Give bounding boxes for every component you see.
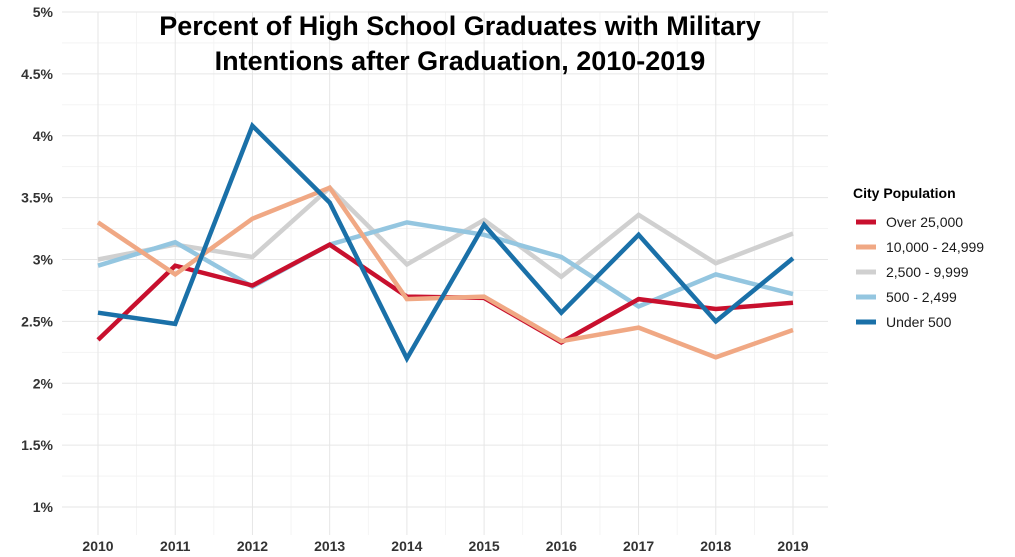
chart-title-line-2: Intentions after Graduation, 2010-2019 <box>215 46 706 76</box>
y-tick-label: 3% <box>33 252 54 268</box>
y-tick-label: 5% <box>33 4 54 20</box>
legend-label-under-500: Under 500 <box>886 314 952 330</box>
y-tick-label: 1.5% <box>21 437 53 453</box>
x-tick-label: 2015 <box>469 538 500 554</box>
y-tick-label: 4.5% <box>21 66 53 82</box>
x-tick-label: 2010 <box>82 538 113 554</box>
series-line-500-2-499 <box>97 220 794 310</box>
x-tick-label: 2012 <box>237 538 268 554</box>
y-axis-tick-labels: 1% 1.5% 2% 2.5% 3% 3.5% 4% 4.5% 5% <box>21 4 53 515</box>
y-tick-label: 1% <box>33 499 54 515</box>
x-tick-label: 2013 <box>314 538 345 554</box>
legend-label-10-000-24-999: 10,000 - 24,999 <box>886 239 984 255</box>
x-tick-label: 2016 <box>546 538 577 554</box>
y-tick-label: 3.5% <box>21 190 53 206</box>
y-tick-label: 2.5% <box>21 313 53 329</box>
x-axis-tick-labels: 2010 2011 2012 2013 2014 2015 2016 2017 2018 2019 <box>82 538 808 554</box>
x-tick-label: 2014 <box>391 538 422 554</box>
series-line-under-500 <box>97 121 795 364</box>
y-tick-label: 4% <box>33 128 54 144</box>
x-tick-label: 2017 <box>623 538 654 554</box>
x-tick-label: 2011 <box>160 538 191 554</box>
x-tick-label: 2019 <box>777 538 808 554</box>
chart-title-line-1: Percent of High School Graduates with Mi… <box>159 11 761 41</box>
legend-label-2-500-9-999: 2,500 - 9,999 <box>886 264 969 280</box>
y-tick-label: 2% <box>33 375 54 391</box>
legend-label-over-25-000: Over 25,000 <box>886 214 963 230</box>
x-tick-label: 2018 <box>700 538 731 554</box>
legend-title: City Population <box>853 185 956 201</box>
legend-label-500-2-499: 500 - 2,499 <box>886 289 957 305</box>
series-line-2-500-9-999 <box>97 184 794 280</box>
series-line-10-000-24-999 <box>96 184 794 360</box>
legend: City Population Over 25,000 10,000 - 24,9… <box>853 185 984 330</box>
series-lines <box>96 121 795 364</box>
